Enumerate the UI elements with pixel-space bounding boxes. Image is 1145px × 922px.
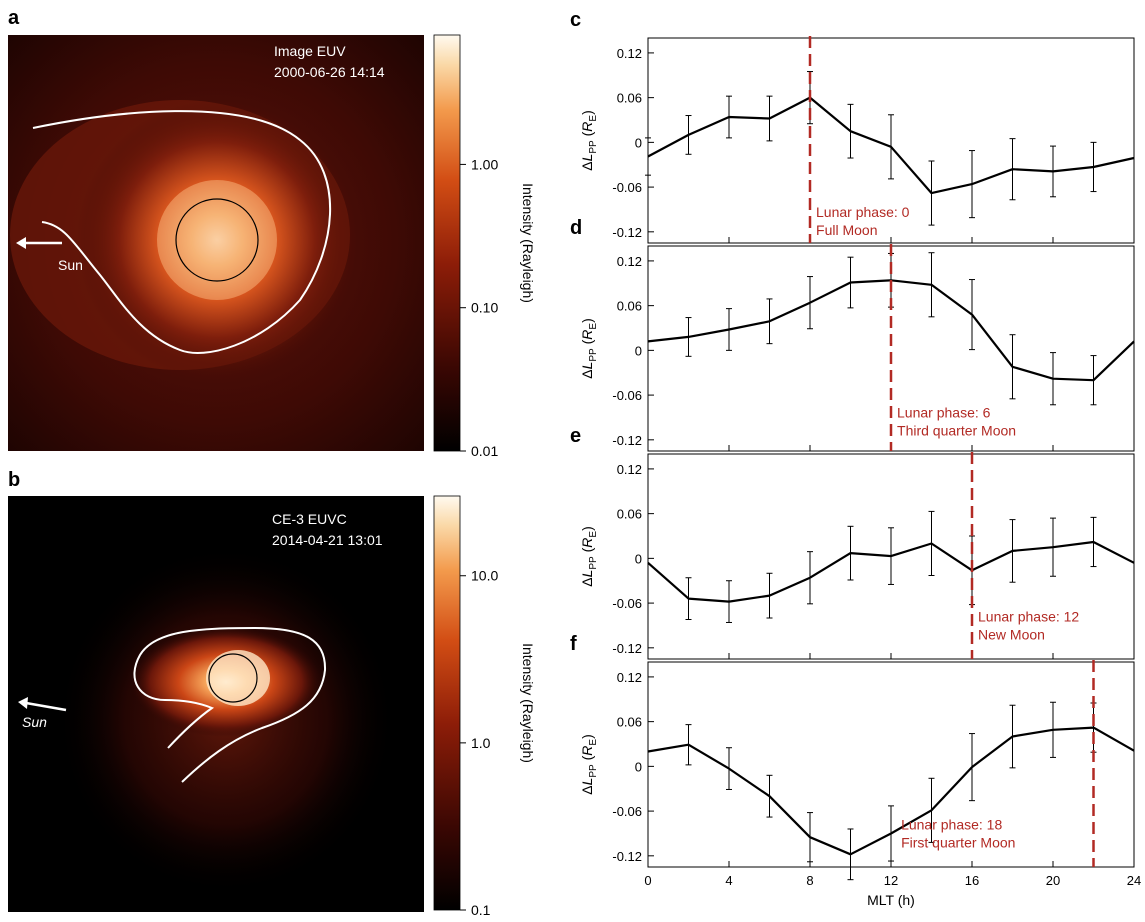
y-tick-label: 0.06 bbox=[617, 299, 642, 314]
y-tick-label: 0.06 bbox=[617, 507, 642, 522]
sun-label-b: Sun bbox=[22, 714, 47, 730]
colorbar-ticks-a: 0.01 0.10 1.00 bbox=[460, 156, 498, 459]
panel-label-e: e bbox=[570, 425, 581, 447]
euv-image-b: Sun CE-3 EUVC 2014-04-21 13:01 bbox=[8, 496, 424, 912]
x-tick-label: 16 bbox=[965, 873, 979, 888]
panel-label-c: c bbox=[570, 9, 581, 31]
y-axis-label: ΔLPP (RE) bbox=[579, 318, 599, 379]
image-panel-a: a Sun Image EUV 2000-06-26 14:14 0.01 0.1… bbox=[8, 7, 536, 459]
y-tick-label: 0.06 bbox=[617, 715, 642, 730]
sun-arrow-b bbox=[25, 701, 67, 712]
moon-phase-name: New Moon bbox=[978, 627, 1045, 643]
x-tick-label: 20 bbox=[1046, 873, 1060, 888]
y-tick-label: 0 bbox=[635, 551, 642, 566]
colorbar-ramp-a bbox=[433, 34, 461, 452]
datetime-label-b: 2014-04-21 13:01 bbox=[272, 532, 383, 548]
x-tick-label: 24 bbox=[1127, 873, 1141, 888]
series-line bbox=[647, 96, 1135, 195]
x-tick-label: 0 bbox=[644, 873, 651, 888]
x-tick-label: 8 bbox=[806, 873, 813, 888]
panel-label-f: f bbox=[570, 633, 577, 655]
x-axis-label: MLT (h) bbox=[867, 892, 915, 908]
y-tick-label: -0.12 bbox=[612, 225, 642, 240]
lunar-phase-label: Lunar phase: 18 bbox=[901, 817, 1002, 833]
colorbar-title-a: Intensity (Rayleigh) bbox=[520, 183, 536, 303]
y-axis-label: ΔLPP (RE) bbox=[579, 526, 599, 587]
colorbar-tick-label: 1.0 bbox=[471, 735, 491, 751]
plasmapause-contour-b bbox=[133, 626, 327, 783]
chart-panel-c: c -0.12 -0.06 0 0.06 0.12 ΔLPP (RE) Lunar phase… bbox=[570, 9, 1135, 244]
chart-panel-f: f -0.12 -0.06 0 0.06 0.12 0 4 8 12 16 20 24 ΔLPP (RE)… bbox=[570, 633, 1141, 908]
colorbar-tick-label: 0.01 bbox=[471, 443, 498, 459]
euv-image-a: Sun Image EUV 2000-06-26 14:14 bbox=[8, 35, 424, 451]
moon-phase-name: First quarter Moon bbox=[901, 835, 1015, 851]
y-axis-label: ΔLPP (RE) bbox=[579, 734, 599, 795]
y-tick-label: -0.12 bbox=[612, 641, 642, 656]
colorbar-b: 0.1 1.0 10.0 Intensity (Rayleigh) bbox=[433, 495, 536, 918]
y-tick-label: -0.06 bbox=[612, 596, 642, 611]
chart-panel-e: e -0.12 -0.06 0 0.06 0.12 ΔLPP (RE) Lunar phase… bbox=[570, 425, 1135, 660]
colorbar-tick-label: 0.10 bbox=[471, 300, 498, 316]
moon-phase-name: Third quarter Moon bbox=[897, 422, 1016, 438]
earth-disk-a bbox=[175, 198, 259, 282]
y-tick-label: 0 bbox=[635, 759, 642, 774]
y-tick-label: 0.12 bbox=[617, 46, 642, 61]
colorbar-tick-label: 1.00 bbox=[471, 156, 498, 172]
datetime-label-a: 2000-06-26 14:14 bbox=[274, 64, 385, 80]
lunar-phase-label: Lunar phase: 6 bbox=[897, 404, 991, 420]
colorbar-ticks-b: 0.1 1.0 10.0 bbox=[460, 568, 498, 918]
y-tick-label: 0.06 bbox=[617, 91, 642, 106]
instrument-label-a: Image EUV bbox=[274, 43, 346, 59]
colorbar-tick-label: 10.0 bbox=[471, 568, 498, 584]
sun-label-a: Sun bbox=[58, 257, 83, 273]
lunar-phase-label: Lunar phase: 12 bbox=[978, 609, 1079, 625]
y-tick-label: 0 bbox=[635, 135, 642, 150]
colorbar-a: 0.01 0.10 1.00 Intensity (Rayleigh) bbox=[433, 34, 536, 459]
earth-disk-b bbox=[208, 653, 258, 703]
y-tick-label: 0 bbox=[635, 343, 642, 358]
panel-label-b: b bbox=[8, 469, 20, 491]
series-line bbox=[647, 726, 1135, 856]
panel-label-a: a bbox=[8, 7, 20, 29]
y-tick-label: -0.06 bbox=[612, 804, 642, 819]
lunar-phase-label: Lunar phase: 0 bbox=[816, 204, 910, 220]
x-tick-label: 4 bbox=[725, 873, 732, 888]
series-line bbox=[647, 540, 1135, 603]
sun-arrow-head-a bbox=[16, 237, 26, 249]
sun-arrow-head-b bbox=[18, 697, 28, 709]
plasmapause-contour-a bbox=[32, 110, 331, 354]
error-bar bbox=[645, 137, 651, 176]
lpp-charts: c -0.12 -0.06 0 0.06 0.12 ΔLPP (RE) Lunar phase… bbox=[570, 9, 1141, 908]
y-tick-label: -0.06 bbox=[612, 388, 642, 403]
y-tick-label: 0.12 bbox=[617, 462, 642, 477]
moon-phase-name: Full Moon bbox=[816, 222, 877, 238]
instrument-label-b: CE-3 EUVC bbox=[272, 511, 347, 527]
chart-panel-d: d -0.12 -0.06 0 0.06 0.12 ΔLPP (RE) Lunar phase… bbox=[570, 217, 1135, 452]
image-panel-b: b Sun CE-3 EUVC 2014-04-21 13:01 0.1 1.0 1… bbox=[8, 469, 536, 918]
colorbar-title-b: Intensity (Rayleigh) bbox=[520, 643, 536, 763]
x-tick-label: 12 bbox=[884, 873, 898, 888]
y-axis-label: ΔLPP (RE) bbox=[579, 110, 599, 171]
panel-label-d: d bbox=[570, 217, 582, 239]
y-tick-label: -0.06 bbox=[612, 180, 642, 195]
y-tick-label: 0.12 bbox=[617, 254, 642, 269]
y-tick-label: -0.12 bbox=[612, 849, 642, 864]
y-tick-label: 0.12 bbox=[617, 670, 642, 685]
colorbar-ramp-b bbox=[433, 495, 461, 911]
colorbar-tick-label: 0.1 bbox=[471, 902, 491, 917]
y-tick-label: -0.12 bbox=[612, 433, 642, 448]
